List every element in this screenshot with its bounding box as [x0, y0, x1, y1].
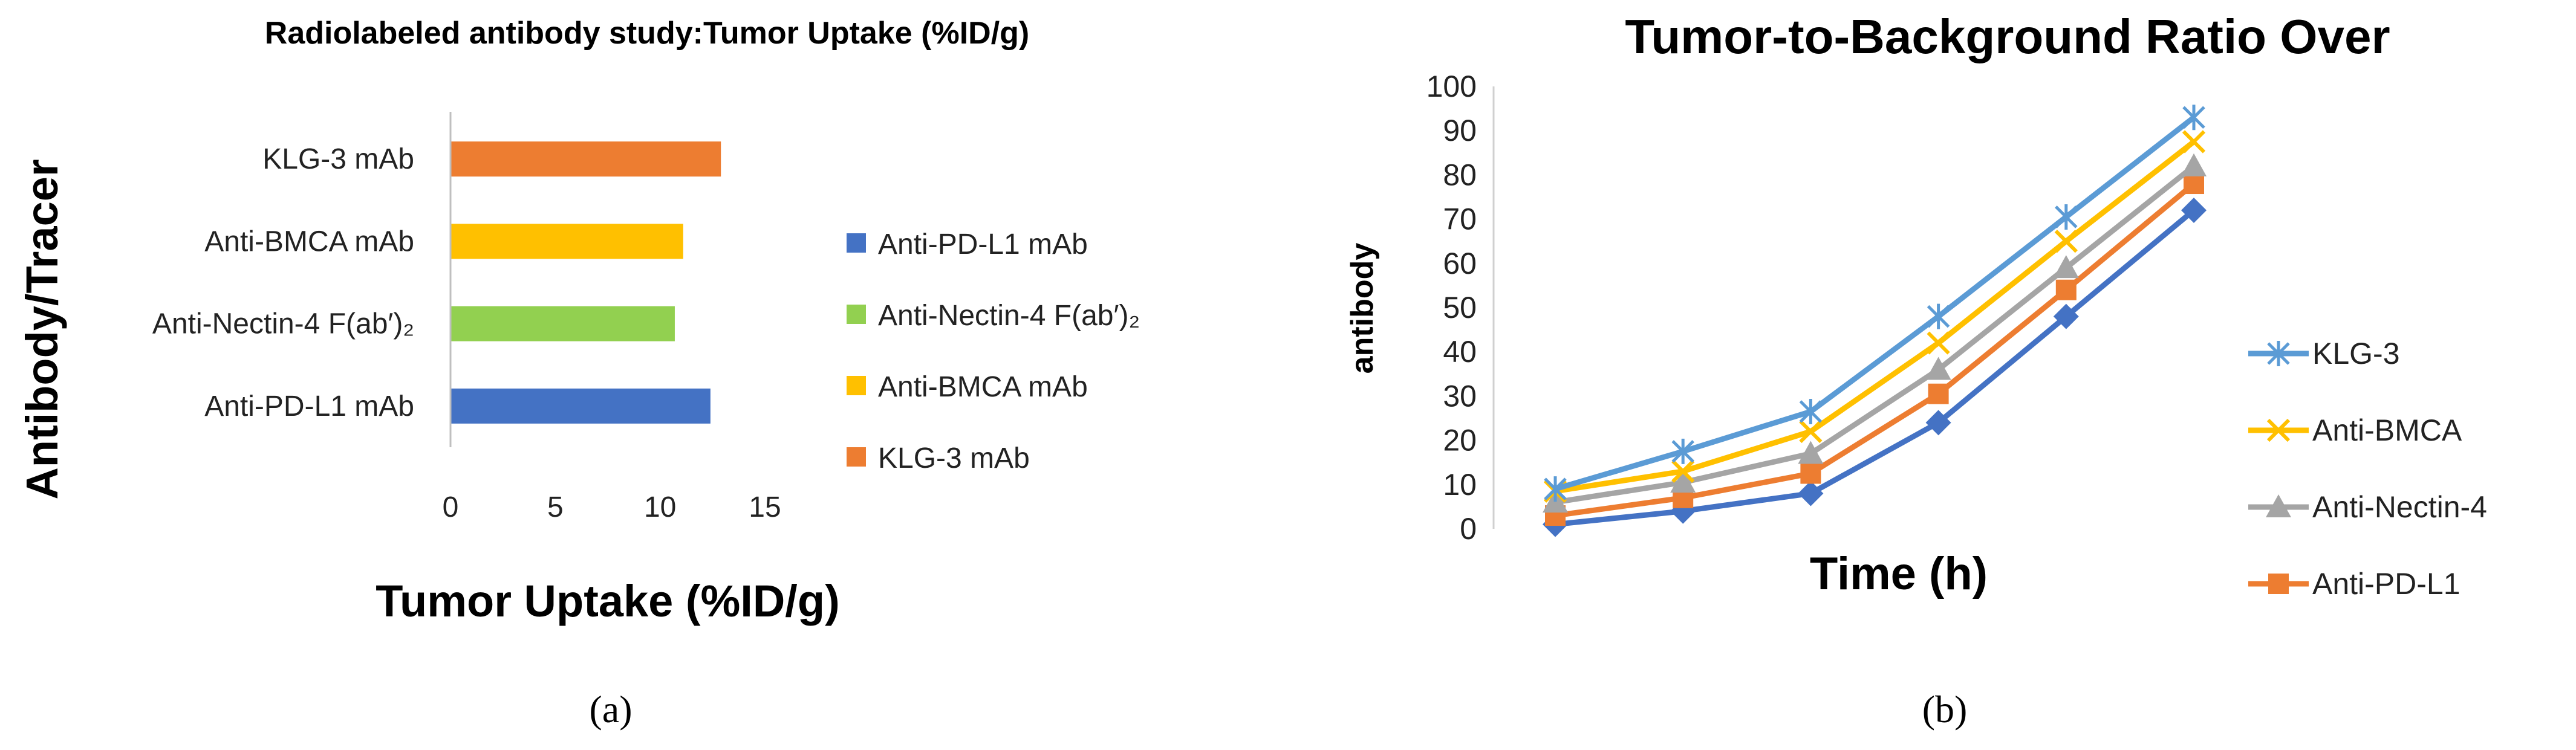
legend-label: KLG-3 mAb [878, 442, 1030, 474]
legend-swatch [847, 447, 866, 467]
chart-b-xlabel: Time (h) [1810, 548, 1988, 600]
tumor-background-line-chart: Tumor-to-Background Ratio Over antibody … [1345, 10, 2487, 601]
y-tick-label: 70 [1443, 202, 1477, 236]
y-tick-label: 10 [1443, 468, 1477, 502]
data-point [1671, 459, 1695, 483]
y-tick-label: 20 [1443, 424, 1477, 457]
legend-label: Anti-BMCA [2312, 413, 2462, 447]
data-point [1799, 419, 1823, 444]
data-point [1927, 331, 1950, 355]
series-line [1555, 164, 2196, 505]
y-tick-label: 30 [1443, 379, 1477, 413]
y-tick-label: Anti-BMCA mAb [204, 225, 414, 257]
series-line [1555, 181, 2196, 519]
data-point [2053, 255, 2079, 279]
series-line [1555, 208, 2196, 528]
y-tick-label: 80 [1443, 158, 1477, 192]
data-point [2181, 153, 2207, 176]
legend-label: Anti-BMCA mAb [878, 371, 1088, 403]
chart-a-ylabel: Antibody/Tracer [17, 159, 67, 499]
chart-a-title: Radiolabeled antibody study:Tumor Uptake… [265, 16, 1029, 51]
data-point [1670, 470, 1696, 493]
data-point [1544, 476, 1567, 502]
series-klg-3 [1544, 105, 2205, 502]
panel-a-label: (a) [589, 688, 632, 731]
y-tick-label: 100 [1426, 70, 1477, 103]
bar-anti-bmca-mab [450, 224, 683, 259]
chart-b-ylabel: antibody [1345, 243, 1380, 374]
x-tick-label: 10 [644, 491, 676, 523]
series-line [1555, 139, 2196, 494]
y-tick-label: 0 [1460, 512, 1477, 546]
series-line [1554, 115, 2196, 492]
y-tick-label: 60 [1443, 247, 1477, 280]
bar-anti-nectin-4-f-ab [450, 306, 675, 341]
legend-swatch [847, 233, 866, 253]
data-point [2181, 197, 2207, 223]
legend-marker [2266, 418, 2291, 442]
data-point [2182, 105, 2205, 131]
y-tick-label: KLG-3 mAb [262, 143, 414, 175]
tumor-uptake-bar-chart: Radiolabeled antibody study:Tumor Uptake… [17, 16, 1140, 626]
data-point [1798, 441, 1824, 464]
bar-klg-3-mab [450, 141, 721, 177]
legend-label: Anti-PD-L1 [2312, 567, 2461, 601]
legend-marker [2266, 494, 2291, 517]
data-point [1925, 357, 1951, 380]
chart-a-xlabel: Tumor Uptake (%ID/g) [376, 576, 839, 626]
data-point [2053, 303, 2079, 329]
y-tick-label: Anti-Nectin-4 F(ab′)₂ [152, 308, 414, 340]
data-point [1800, 463, 1821, 484]
x-tick-label: 5 [547, 491, 564, 523]
bar-anti-pd-l1-mab [450, 388, 711, 424]
y-tick-label: 90 [1443, 114, 1477, 147]
legend-label: Anti-PD-L1 mAb [878, 228, 1088, 260]
legend-label: Anti-Nectin-4 F(ab′)₂ [878, 300, 1140, 332]
data-point [1671, 438, 1694, 464]
y-tick-label: 50 [1443, 291, 1477, 325]
data-point [1925, 410, 1951, 436]
data-point [1927, 303, 1950, 329]
data-point [1928, 383, 1949, 404]
legend-label: Anti-Nectin-4 [2312, 490, 2487, 524]
data-point [2055, 204, 2078, 230]
data-point [2055, 279, 2077, 300]
data-point [1798, 480, 1824, 506]
chart-b-title: Tumor-to-Background Ratio Over [1625, 10, 2390, 63]
series-anti-pd-l1 [1545, 173, 2204, 526]
data-point [2182, 130, 2206, 154]
legend-label: KLG-3 [2312, 337, 2400, 370]
data-point [1799, 399, 1823, 425]
data-point [2054, 230, 2078, 253]
legend-swatch [847, 305, 866, 324]
x-tick-label: 15 [749, 491, 781, 523]
y-tick-label: Anti-PD-L1 mAb [204, 390, 414, 422]
panel-b-label: (b) [1922, 688, 1968, 731]
legend-marker [2268, 574, 2289, 594]
legend-swatch [847, 376, 866, 395]
x-tick-label: 0 [443, 491, 459, 523]
data-point [2184, 173, 2204, 195]
legend-marker [2267, 341, 2290, 366]
y-tick-label: 40 [1443, 335, 1477, 369]
